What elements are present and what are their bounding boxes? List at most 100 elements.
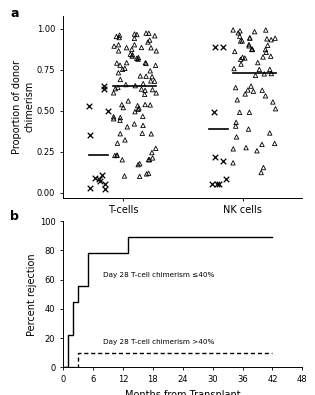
- Point: [264, 36, 269, 42]
- Point: [120, 66, 125, 72]
- Point: [101, 86, 106, 92]
- Point: [238, 56, 243, 62]
- Point: [135, 31, 140, 38]
- Point: [235, 97, 240, 103]
- Point: [261, 164, 266, 171]
- Point: [116, 70, 121, 76]
- Point: [153, 62, 158, 68]
- Point: [231, 146, 236, 152]
- Point: [149, 149, 154, 156]
- Point: [133, 83, 138, 89]
- Point: [233, 85, 238, 91]
- Point: [122, 65, 127, 71]
- Point: [263, 27, 268, 33]
- Point: [220, 44, 226, 50]
- Point: [253, 72, 258, 79]
- Point: [265, 42, 270, 49]
- Point: [139, 44, 144, 51]
- Point: [232, 48, 237, 55]
- Point: [123, 81, 129, 88]
- Point: [144, 30, 149, 36]
- Point: [132, 121, 137, 127]
- Point: [231, 27, 236, 33]
- Point: [133, 109, 138, 115]
- Point: [130, 52, 135, 58]
- Point: [136, 105, 141, 111]
- Point: [249, 46, 254, 53]
- Point: [234, 134, 239, 140]
- Point: [231, 160, 236, 166]
- Point: [100, 171, 105, 178]
- Text: a: a: [10, 7, 19, 20]
- Point: [117, 34, 122, 41]
- Point: [272, 140, 277, 147]
- Point: [148, 78, 153, 84]
- Text: Day 28 T-cell chimerism ≤40%: Day 28 T-cell chimerism ≤40%: [103, 272, 214, 278]
- Point: [140, 81, 146, 87]
- Point: [142, 91, 147, 98]
- Point: [246, 126, 251, 132]
- Point: [117, 62, 123, 68]
- Point: [143, 87, 148, 94]
- Point: [124, 60, 129, 66]
- Point: [147, 156, 152, 163]
- Point: [120, 156, 125, 163]
- Point: [255, 148, 260, 154]
- Point: [260, 141, 265, 148]
- Point: [123, 137, 128, 143]
- Point: [152, 78, 157, 85]
- Point: [246, 41, 251, 48]
- Point: [268, 53, 273, 59]
- Point: [111, 114, 116, 120]
- Point: [139, 86, 144, 92]
- Point: [257, 66, 262, 73]
- Point: [233, 123, 238, 129]
- Point: [150, 87, 155, 93]
- Point: [116, 48, 121, 54]
- Point: [106, 107, 111, 114]
- Y-axis label: Proportion of donor
chimerism: Proportion of donor chimerism: [13, 60, 34, 154]
- Point: [264, 49, 269, 56]
- Point: [217, 181, 222, 188]
- Point: [148, 45, 153, 51]
- Point: [132, 31, 137, 37]
- Point: [146, 170, 151, 177]
- Text: b: b: [10, 209, 19, 222]
- Point: [112, 152, 117, 159]
- Point: [132, 41, 137, 48]
- Point: [259, 169, 264, 176]
- Point: [146, 39, 151, 45]
- Point: [119, 102, 124, 108]
- Point: [149, 131, 154, 137]
- Point: [88, 184, 93, 191]
- Point: [210, 181, 215, 188]
- Point: [262, 71, 267, 77]
- Point: [220, 158, 226, 165]
- Point: [134, 55, 139, 62]
- Point: [146, 156, 151, 163]
- Text: Day 28 T-cell chimerism >40%: Day 28 T-cell chimerism >40%: [103, 339, 214, 345]
- Point: [270, 99, 275, 105]
- Point: [238, 61, 243, 67]
- Point: [143, 102, 148, 108]
- Point: [102, 186, 107, 192]
- Point: [128, 51, 133, 57]
- Point: [214, 181, 219, 188]
- Point: [267, 66, 272, 73]
- Point: [121, 104, 126, 111]
- Point: [144, 171, 149, 177]
- Point: [144, 60, 149, 67]
- Point: [249, 46, 255, 52]
- Point: [237, 109, 242, 115]
- Point: [240, 38, 245, 44]
- Point: [115, 140, 120, 146]
- Point: [272, 35, 278, 41]
- Point: [144, 73, 149, 79]
- Point: [138, 73, 143, 79]
- Point: [114, 60, 119, 66]
- Point: [247, 35, 252, 41]
- Point: [103, 181, 108, 188]
- Point: [150, 155, 155, 161]
- Point: [140, 122, 146, 128]
- Point: [115, 152, 120, 158]
